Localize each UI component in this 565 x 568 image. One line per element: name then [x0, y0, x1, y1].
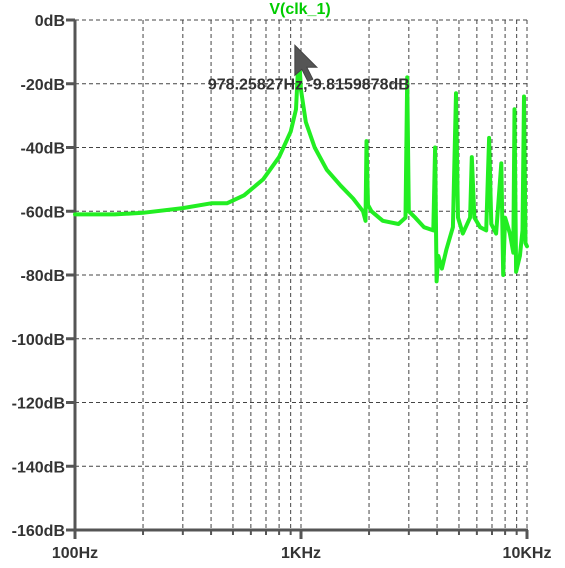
cursor[interactable]: 978.25827Hz,-9.8159878dB: [208, 44, 410, 93]
chart-title: V(clk_1): [269, 1, 330, 18]
x-tick-label: 10KHz: [503, 545, 552, 562]
x-tick-label: 1KHz: [281, 545, 321, 562]
cursor-arrow-icon[interactable]: [294, 44, 319, 82]
series-line: [73, 49, 529, 284]
y-tick-label: -120dB: [12, 396, 65, 413]
y-tick-label: 0dB: [35, 13, 65, 30]
y-tick-label: -40dB: [21, 141, 65, 158]
y-tick-label: -100dB: [12, 332, 65, 349]
axes: [66, 18, 529, 539]
tick-labels: 0dB -20dB -40dB -60dB -80dB -100dB -120dB -140d…: [12, 13, 552, 562]
y-tick-label: -80dB: [21, 268, 65, 285]
y-tick-label: -140dB: [12, 459, 65, 476]
cursor-readout: 978.25827Hz,-9.8159878dB: [208, 76, 410, 93]
x-tick-label: 100Hz: [52, 545, 98, 562]
y-tick-label: -60dB: [21, 204, 65, 221]
trace-layer: [73, 49, 529, 284]
y-tick-label: -20dB: [21, 77, 65, 94]
y-tick-label: -160dB: [12, 523, 65, 540]
